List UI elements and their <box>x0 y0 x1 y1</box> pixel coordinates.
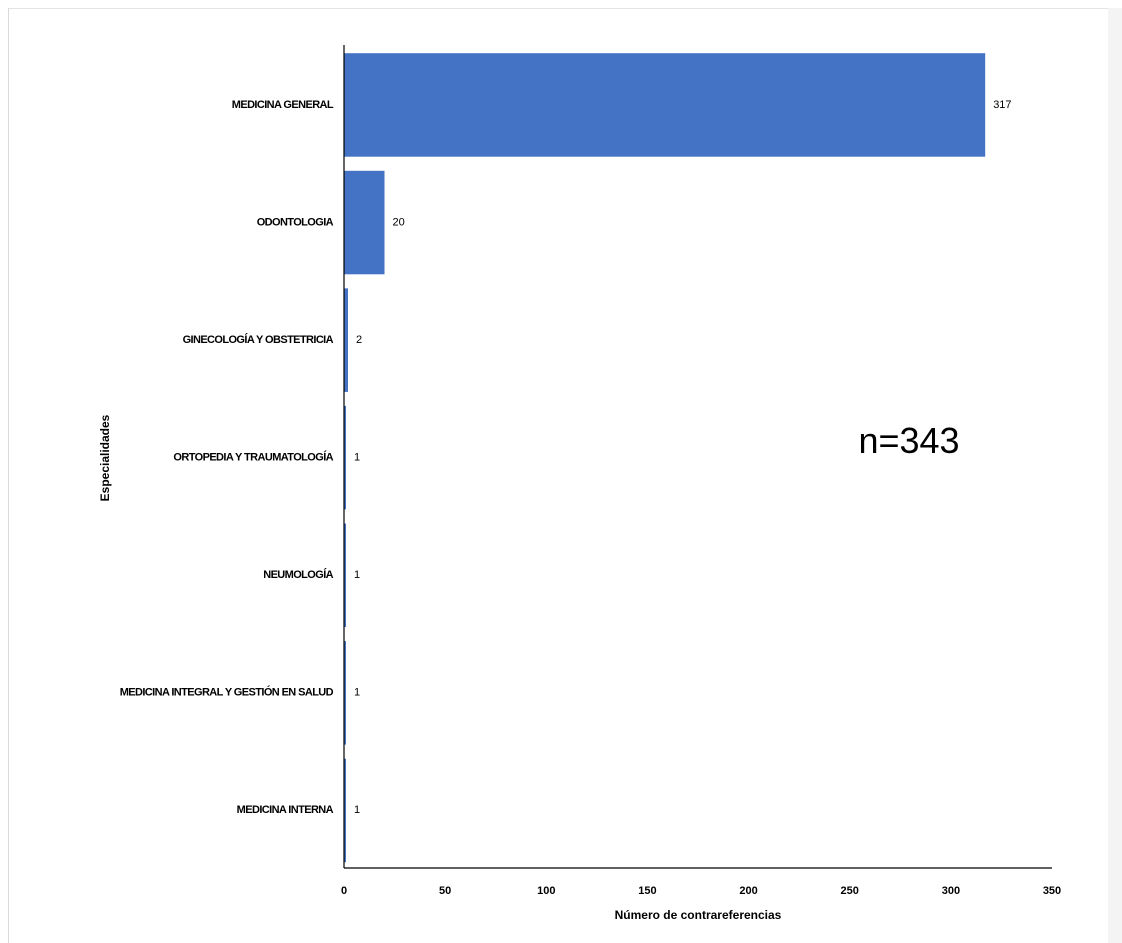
category-label: MEDICINA INTERNA <box>237 804 334 816</box>
data-label: 1 <box>354 687 360 699</box>
x-tick-label: 200 <box>739 885 757 897</box>
category-label: MEDICINA GENERAL <box>232 99 334 111</box>
data-label: 1 <box>354 452 360 464</box>
category-label: GINECOLOGÍA Y OBSTETRICIA <box>183 333 334 346</box>
bar-6 <box>344 641 346 745</box>
x-tick-label: 150 <box>638 885 656 897</box>
labels-group: MEDICINA GENERAL 317 ODONTOLOGIA 20 GINECOLO… <box>120 99 1012 816</box>
panel-left-border <box>8 8 9 943</box>
y-axis-title: Especialidades <box>98 414 112 501</box>
sample-size-annotation: n=343 <box>858 420 959 461</box>
x-tick-label: 350 <box>1043 885 1061 897</box>
x-tick-label: 0 <box>341 885 347 897</box>
bar-2 <box>344 170 385 275</box>
x-ticks-group: 0 50 100 150 200 250 300 350 <box>341 885 1061 897</box>
bar-1 <box>344 53 986 157</box>
category-label: MEDICINA INTEGRAL Y GESTIÓN EN SALUD <box>120 686 334 699</box>
x-axis-title: Número de contrareferencias <box>615 908 782 922</box>
bar-7 <box>344 758 346 863</box>
data-label: 20 <box>393 216 405 228</box>
bar-4 <box>344 405 346 510</box>
bar-5 <box>344 523 346 627</box>
x-tick-label: 100 <box>537 885 555 897</box>
data-label: 1 <box>354 804 360 816</box>
panel-right-shade <box>1108 8 1122 943</box>
bars-group <box>344 53 986 863</box>
x-tick-label: 250 <box>841 885 859 897</box>
data-label: 1 <box>354 569 360 581</box>
data-label: 317 <box>993 99 1011 111</box>
panel-top-border <box>8 8 1108 9</box>
x-tick-label: 300 <box>942 885 960 897</box>
category-label: ODONTOLOGIA <box>257 216 334 228</box>
category-label: ORTOPEDIA Y TRAUMATOLOGÍA <box>173 451 333 464</box>
data-label: 2 <box>356 334 362 346</box>
x-tick-label: 50 <box>439 885 451 897</box>
category-label: NEUMOLOGÍA <box>263 568 333 581</box>
bar-3 <box>344 288 348 392</box>
